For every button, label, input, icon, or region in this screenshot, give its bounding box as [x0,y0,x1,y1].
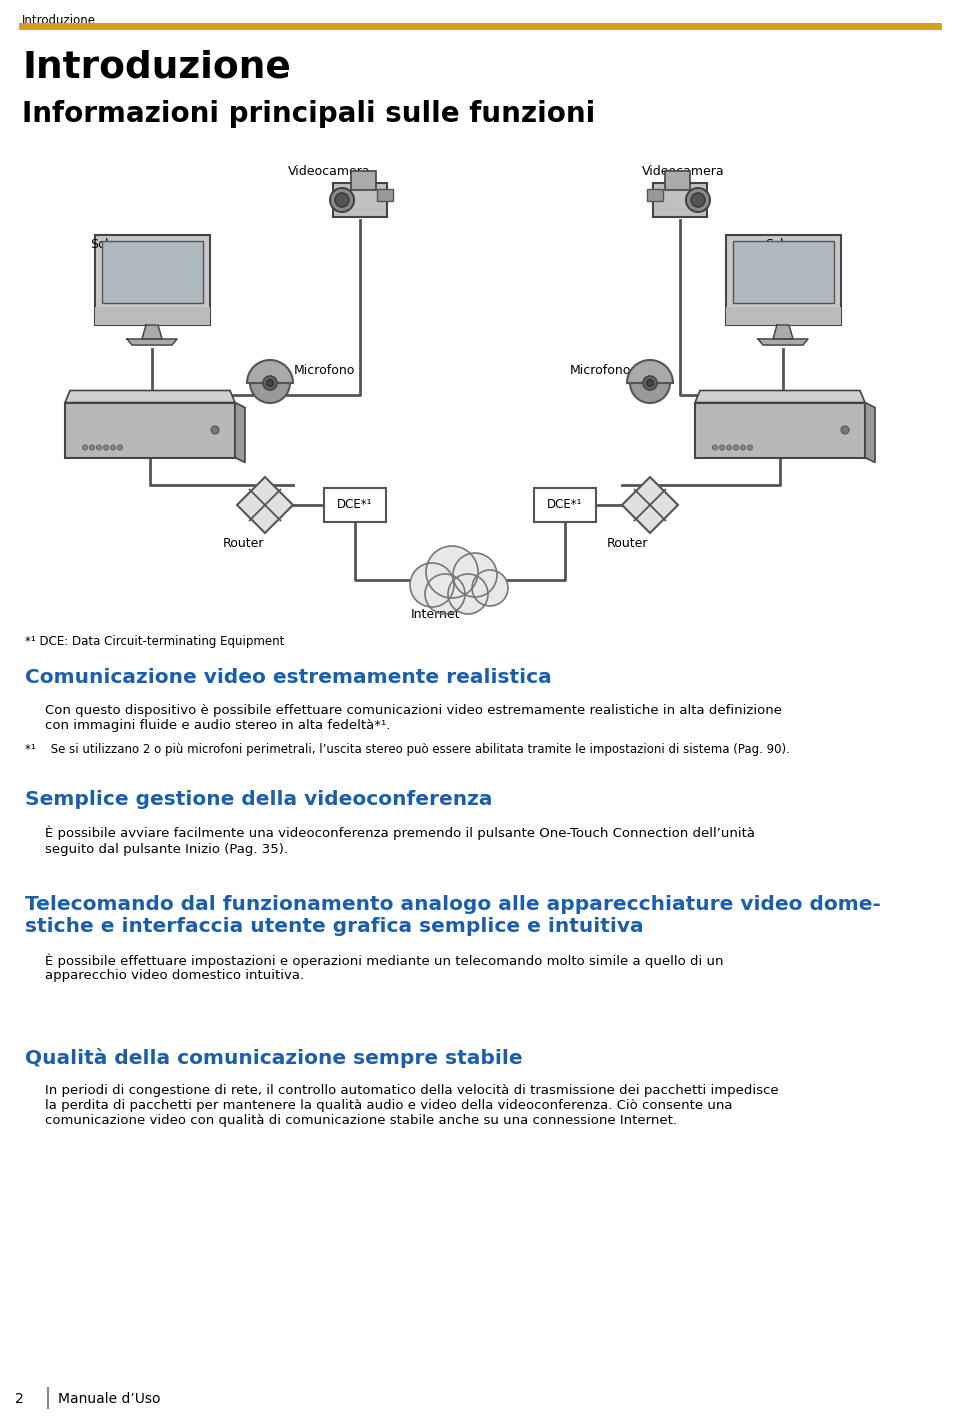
FancyBboxPatch shape [102,241,203,303]
Circle shape [719,445,725,450]
Text: DCE*¹: DCE*¹ [547,498,583,511]
Text: Introduzione: Introduzione [22,50,291,86]
Polygon shape [758,338,808,346]
Text: Router: Router [223,537,264,549]
Circle shape [448,573,488,615]
FancyBboxPatch shape [94,307,209,326]
Circle shape [646,379,654,387]
Circle shape [330,188,354,212]
Text: Con questo dispositivo è possibile effettuare comunicazioni video estremamente r: Con questo dispositivo è possibile effet… [45,704,782,732]
Polygon shape [65,391,235,402]
Circle shape [686,188,710,212]
Text: Internet: Internet [411,607,461,622]
Text: Informazioni principali sulle funzioni: Informazioni principali sulle funzioni [22,101,595,127]
Circle shape [117,445,123,450]
FancyBboxPatch shape [653,183,707,217]
Polygon shape [865,402,875,463]
Text: Router: Router [608,537,649,549]
FancyBboxPatch shape [324,489,386,523]
Polygon shape [622,477,678,532]
Text: Semplice gestione della videoconferenza: Semplice gestione della videoconferenza [25,790,492,809]
Circle shape [97,445,102,450]
Circle shape [104,445,108,450]
FancyBboxPatch shape [726,307,841,326]
FancyBboxPatch shape [732,241,833,303]
Text: *¹    Se si utilizzano 2 o più microfoni perimetrali, l’uscita stereo può essere: *¹ Se si utilizzano 2 o più microfoni pe… [25,743,790,756]
Text: Microfono: Microfono [570,364,632,377]
Circle shape [712,445,717,450]
FancyBboxPatch shape [695,402,865,457]
Circle shape [748,445,753,450]
Text: Telecomando dal funzionamento analogo alle apparecchiature video dome-
stiche e : Telecomando dal funzionamento analogo al… [25,895,881,936]
Polygon shape [235,402,245,463]
Circle shape [410,564,454,607]
Text: È possibile avviare facilmente una videoconferenza premendo il pulsante One-Touc: È possibile avviare facilmente una video… [45,826,755,855]
Circle shape [733,445,738,450]
FancyBboxPatch shape [726,235,841,326]
FancyBboxPatch shape [350,170,375,190]
Text: Qualità della comunicazione sempre stabile: Qualità della comunicazione sempre stabi… [25,1048,522,1068]
FancyBboxPatch shape [377,188,393,201]
Wedge shape [630,382,670,404]
Circle shape [110,445,115,450]
Polygon shape [142,326,162,338]
Circle shape [740,445,746,450]
Circle shape [83,445,87,450]
Text: Manuale d’Uso: Manuale d’Uso [58,1392,160,1406]
FancyBboxPatch shape [534,489,596,523]
FancyBboxPatch shape [647,188,663,201]
Polygon shape [773,326,793,338]
Text: Videocamera: Videocamera [642,166,725,178]
Polygon shape [695,391,865,402]
Wedge shape [250,382,290,404]
Circle shape [89,445,94,450]
Circle shape [211,426,219,433]
Text: È possibile effettuare impostazioni e operazioni mediante un telecomando molto s: È possibile effettuare impostazioni e op… [45,953,724,983]
Wedge shape [247,360,293,382]
Text: Introduzione: Introduzione [22,14,96,27]
FancyBboxPatch shape [94,235,209,326]
Circle shape [691,193,705,207]
FancyBboxPatch shape [65,402,235,457]
Text: Schermo: Schermo [765,238,820,251]
Circle shape [426,547,478,598]
Text: Microfono: Microfono [294,364,355,377]
Text: Comunicazione video estremamente realistica: Comunicazione video estremamente realist… [25,668,552,687]
Polygon shape [237,477,293,532]
Wedge shape [627,360,673,382]
Circle shape [643,377,657,389]
FancyBboxPatch shape [333,183,387,217]
Circle shape [472,571,508,606]
Circle shape [263,377,277,389]
Circle shape [841,426,849,433]
Circle shape [425,573,465,615]
Text: *¹ DCE: Data Circuit-terminating Equipment: *¹ DCE: Data Circuit-terminating Equipme… [25,634,284,649]
Circle shape [335,193,349,207]
Text: Schermo: Schermo [90,238,145,251]
Circle shape [436,559,484,607]
Text: Videocamera: Videocamera [288,166,371,178]
Polygon shape [127,338,177,346]
FancyBboxPatch shape [664,170,689,190]
Circle shape [453,554,497,598]
Text: DCE*¹: DCE*¹ [337,498,372,511]
Text: 2: 2 [15,1392,24,1406]
Circle shape [727,445,732,450]
Text: In periodi di congestione di rete, il controllo automatico della velocità di tra: In periodi di congestione di rete, il co… [45,1085,779,1127]
Circle shape [267,379,274,387]
